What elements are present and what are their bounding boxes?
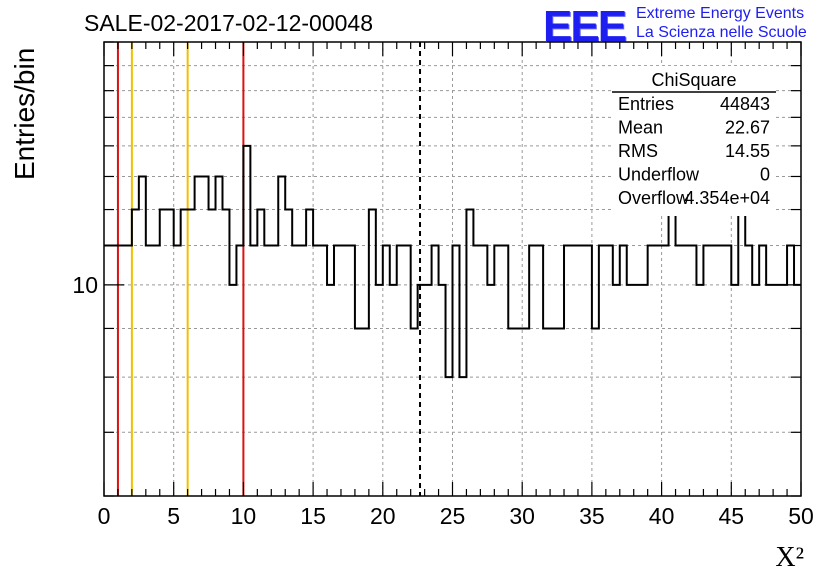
- stats-row-label: Underflow: [618, 165, 700, 185]
- x-axis-ticks: 0 5 10 15 20 25 30 35 40 45 50: [98, 42, 814, 529]
- eee-logo: EEE: [543, 2, 627, 51]
- y-axis-label: Entries/bin: [9, 48, 40, 180]
- x-tick-label: 15: [300, 503, 326, 529]
- stats-row-value: 0: [760, 165, 770, 185]
- x-tick-label: 0: [98, 503, 111, 529]
- x-tick-label: 10: [231, 503, 257, 529]
- reference-lines: [116, 42, 422, 496]
- logo-line-1: Extreme Energy Events: [636, 5, 805, 22]
- stats-row-label: RMS: [618, 141, 658, 161]
- x-tick-label: 45: [719, 503, 745, 529]
- y-tick-label: 10: [72, 272, 98, 298]
- stats-row-label: Entries: [618, 94, 674, 114]
- stats-box: ChiSquare Entries 44843 Mean 22.67 RMS 14.55 Un…: [612, 66, 776, 216]
- eee-logo-text: Extreme Energy Events La Scienza nelle S…: [636, 4, 807, 42]
- logo-line-2: La Scienza nelle Scuole: [636, 24, 807, 41]
- x-tick-label: 5: [167, 503, 180, 529]
- x-tick-label: 20: [370, 503, 396, 529]
- x-tick-label: 50: [788, 503, 814, 529]
- stats-row-label: Mean: [618, 118, 663, 138]
- x-axis-label: X²: [775, 542, 804, 572]
- stats-row-value: 44843: [720, 94, 770, 114]
- chart-title: SALE-02-2017-02-12-00048: [84, 10, 373, 36]
- x-tick-label: 40: [649, 503, 675, 529]
- stats-row-value: 14.55: [725, 141, 770, 161]
- stats-box-bg: [612, 66, 776, 216]
- x-tick-label: 30: [509, 503, 535, 529]
- x-tick-label: 35: [579, 503, 605, 529]
- y-axis-ticks: 10: [72, 41, 801, 497]
- stats-row-label: Overflow: [618, 188, 690, 208]
- stats-box-name: ChiSquare: [651, 70, 736, 90]
- stats-row-value: 4.354e+04: [684, 188, 770, 208]
- histogram-series: [104, 144, 801, 379]
- stats-row-value: 22.67: [725, 118, 770, 138]
- x-tick-label: 25: [440, 503, 466, 529]
